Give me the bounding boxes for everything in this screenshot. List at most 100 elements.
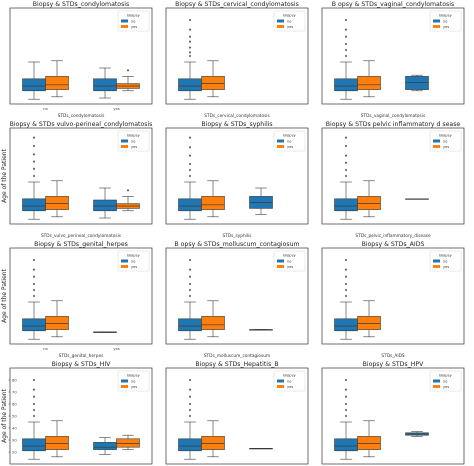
box-body	[178, 438, 202, 452]
legend-swatch	[121, 145, 128, 148]
y-axis-label: Age of the Patient	[1, 268, 8, 322]
subplot-title: B opsy & STDs_vaginal_condylomatosis	[332, 1, 454, 8]
subplot: B opsy & STDs_molluscum_contagiosum STDs_…	[165, 241, 309, 359]
legend-label: no	[131, 380, 135, 384]
outlier-point	[189, 154, 191, 157]
x-tick-label: no	[43, 106, 48, 111]
legend-label: no	[287, 20, 291, 24]
outlier-point	[345, 414, 347, 418]
outlier-point	[189, 54, 191, 58]
legend-swatch	[121, 265, 128, 268]
outlier-point	[33, 388, 35, 391]
x-axis-label: STDs_vulvo_perineal_condylomatosis	[41, 233, 122, 239]
legend-title: Biopsy	[439, 253, 452, 258]
box-yes	[116, 69, 140, 92]
x-tick-label: yes	[113, 346, 120, 351]
outlier-point	[189, 414, 191, 418]
outlier-point	[189, 268, 191, 271]
box-yes	[201, 60, 225, 98]
outlier-point	[33, 167, 35, 171]
legend-swatch	[121, 25, 128, 28]
subplot: Biopsy & STDs_cervical_condylomatosis STD…	[165, 1, 309, 119]
legend-title: Biopsy	[127, 253, 140, 258]
legend-label: no	[287, 140, 291, 144]
outlier-point	[33, 136, 35, 139]
box-body	[45, 436, 69, 450]
subplot: B opsy & STDs_vaginal_condylomatosis STDs…	[321, 1, 465, 119]
outlier-point	[33, 153, 35, 156]
legend-label: yes	[443, 385, 449, 389]
box-body	[178, 78, 202, 92]
box-no	[93, 437, 117, 455]
legend-label: yes	[287, 265, 293, 269]
outlier-point	[33, 144, 35, 148]
box-body	[201, 316, 225, 330]
outlier-point	[345, 288, 347, 292]
box-yes	[45, 300, 69, 338]
legend-swatch	[433, 25, 440, 28]
box-body	[116, 438, 140, 448]
outlier-point	[345, 18, 347, 22]
box-body	[93, 199, 117, 212]
legend-title: Biopsy	[439, 133, 452, 138]
outlier-point	[345, 282, 347, 286]
outlier-point	[189, 40, 191, 43]
box-no	[93, 331, 117, 333]
outlier-point	[345, 42, 347, 46]
legend-swatch	[433, 145, 440, 148]
outlier-point	[189, 46, 191, 49]
outlier-point	[345, 258, 347, 262]
subplot-title: Biopsy & STDs_cervical_condylomatosis	[175, 1, 299, 8]
outlier-point	[189, 294, 191, 298]
box-no	[249, 448, 273, 450]
outlier-point	[33, 258, 35, 262]
box-no	[334, 18, 358, 100]
box-yes	[357, 180, 381, 218]
legend-title: Biopsy	[127, 13, 140, 18]
legend-label: no	[443, 140, 447, 144]
outlier-point	[33, 288, 35, 292]
outlier-point	[189, 408, 191, 412]
box-body	[357, 436, 381, 450]
legend-title: Biopsy	[283, 133, 296, 138]
box-body	[178, 318, 202, 332]
legend-swatch	[277, 139, 284, 143]
legend-swatch	[121, 259, 128, 263]
box-body	[334, 78, 358, 92]
box-body	[45, 316, 69, 330]
x-axis-label: STDs_vaginal_condylomatosis	[361, 113, 426, 119]
box-yes	[45, 60, 69, 98]
box-no	[405, 74, 429, 92]
legend-label: yes	[443, 145, 449, 149]
x-axis-label: STDs_syphilis	[222, 233, 252, 239]
box-yes	[357, 60, 381, 98]
legend-label: no	[131, 260, 135, 264]
outlier-point	[345, 294, 347, 298]
box-yes	[201, 420, 225, 458]
outlier-point	[345, 48, 347, 52]
outlier-point	[345, 144, 347, 148]
legend-swatch	[433, 139, 440, 143]
outlier-point	[345, 268, 347, 271]
legend-swatch	[433, 379, 440, 383]
outlier-point	[189, 275, 191, 279]
box-body	[357, 76, 381, 90]
legend-label: yes	[443, 265, 449, 269]
outlier-point	[33, 160, 35, 163]
box-body	[334, 318, 358, 332]
outlier-point	[345, 35, 347, 39]
outlier-point	[189, 402, 191, 406]
box-no	[178, 258, 202, 340]
legend-swatch	[121, 385, 128, 388]
legend-label: yes	[131, 265, 137, 269]
legend-title: Biopsy	[283, 13, 296, 18]
outlier-point	[33, 395, 35, 399]
outlier-point	[345, 154, 347, 157]
box-body	[201, 196, 225, 210]
outlier-point	[33, 275, 35, 279]
